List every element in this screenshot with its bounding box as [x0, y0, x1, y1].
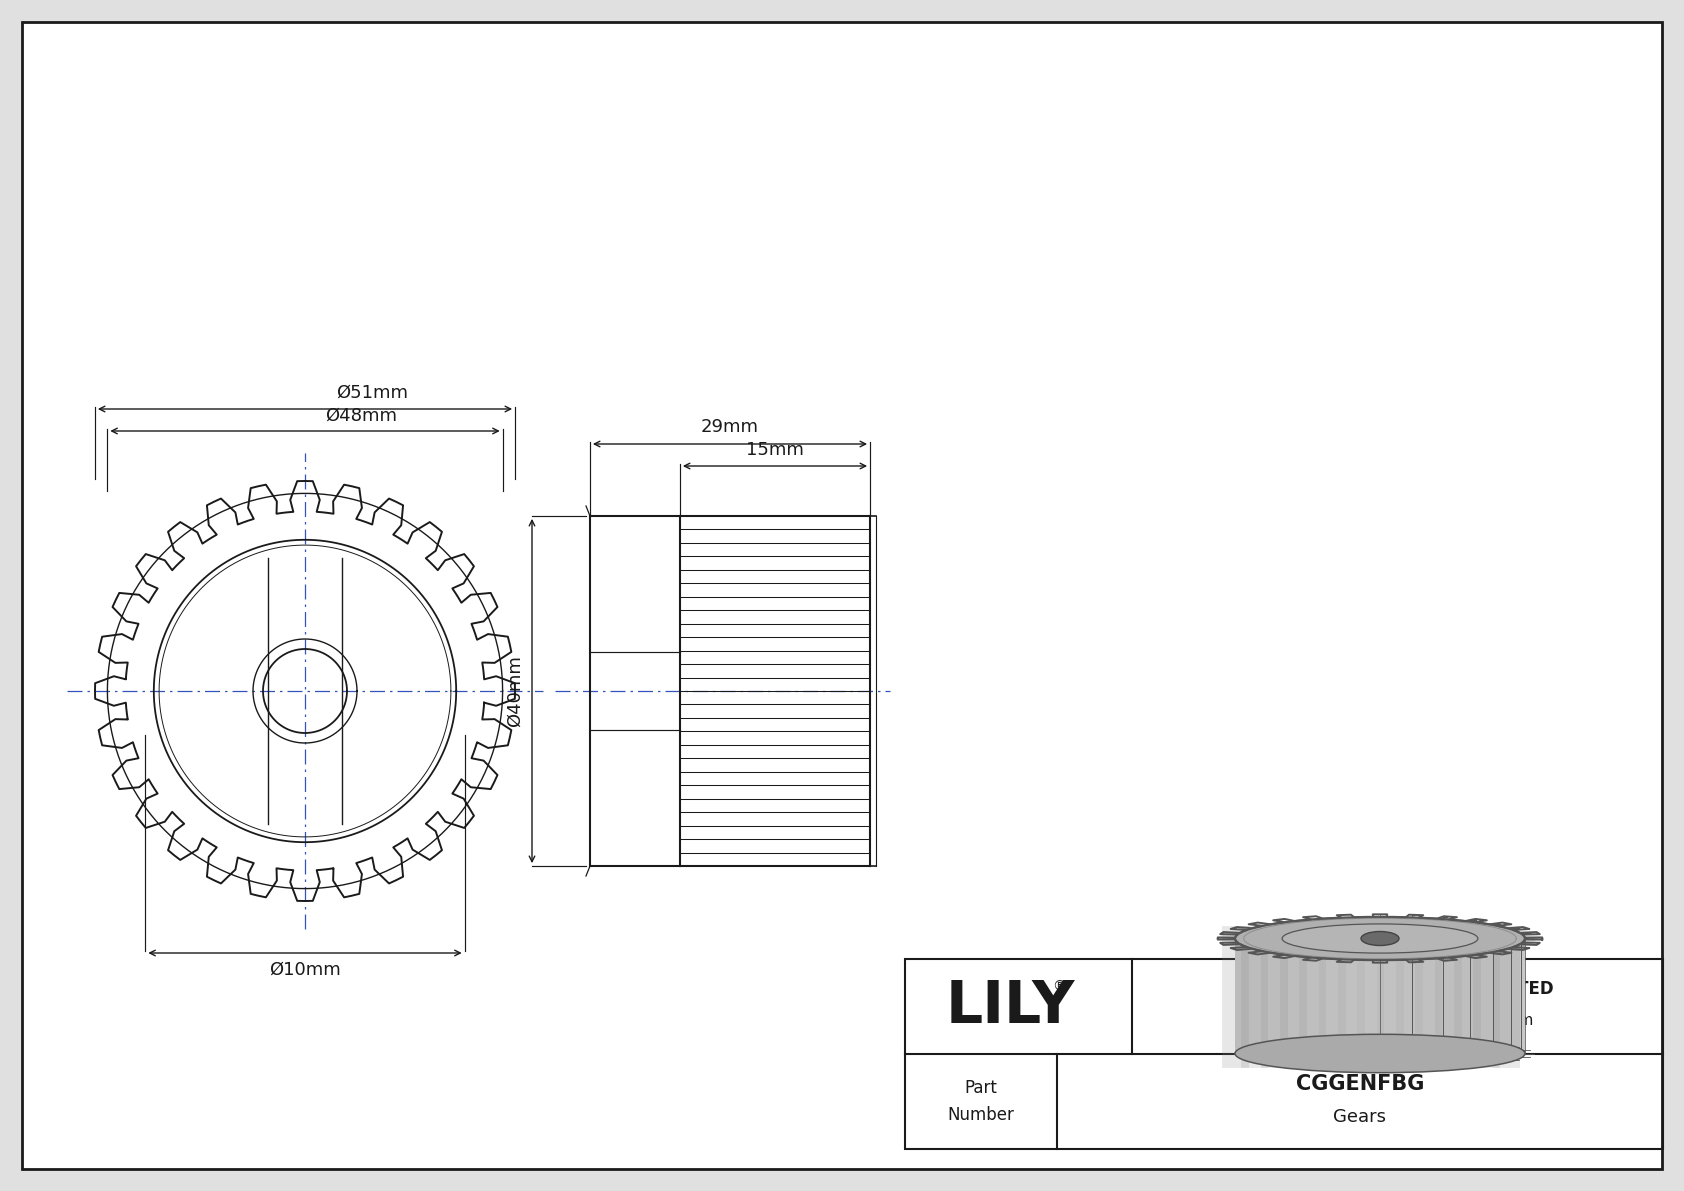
Text: Part
Number: Part Number	[948, 1079, 1014, 1123]
Text: Ø51mm: Ø51mm	[337, 384, 409, 403]
Text: Ø48mm: Ø48mm	[325, 407, 397, 425]
Ellipse shape	[1282, 924, 1479, 953]
Bar	[904, 959, 1664, 1149]
Text: Ø40mm: Ø40mm	[505, 655, 524, 727]
Text: 15mm: 15mm	[746, 441, 803, 459]
Text: 29mm: 29mm	[701, 418, 759, 436]
Text: SHANGHAI LILY BEARING LIMITED: SHANGHAI LILY BEARING LIMITED	[1241, 980, 1554, 998]
Ellipse shape	[1234, 917, 1526, 960]
Text: LILY: LILY	[946, 978, 1076, 1035]
Text: Ø10mm: Ø10mm	[269, 961, 340, 979]
Ellipse shape	[1361, 931, 1399, 946]
Ellipse shape	[1234, 1034, 1526, 1073]
Text: ®: ®	[1052, 979, 1066, 993]
Text: CGGENFBG: CGGENFBG	[1295, 1074, 1425, 1095]
Polygon shape	[1234, 939, 1526, 1054]
Text: Email: lilybearing@lily-bearing.com: Email: lilybearing@lily-bearing.com	[1261, 1012, 1534, 1028]
Text: Gears: Gears	[1334, 1108, 1386, 1125]
